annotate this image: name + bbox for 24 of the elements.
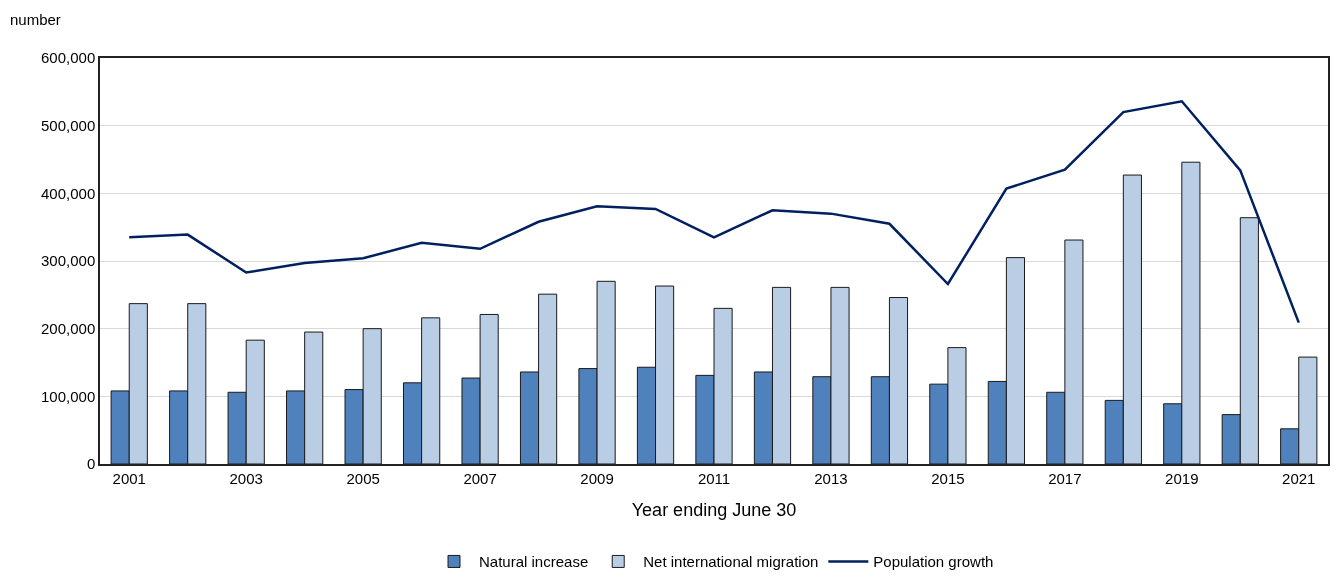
x-tick-label: 2019 [1165,469,1199,487]
y-tick-label: 600,000 [41,49,96,67]
legend-label: Net international migration [643,553,819,571]
y-tick-label: 500,000 [41,116,96,134]
x-tick-label: 2021 [1282,469,1316,487]
y-axis-title: number [10,11,61,28]
x-tick-label: 2013 [814,469,848,487]
x-tick-label: 2001 [112,469,146,487]
y-tick-label: 200,000 [41,319,96,337]
y-tick-label: 300,000 [41,252,96,270]
x-tick-label: 2017 [1048,469,1082,487]
x-tick-label: 2009 [580,469,614,487]
x-tick-label: 2011 [697,469,731,487]
y-tick-label: 0 [86,455,96,473]
line-series [127,100,1301,324]
x-tick-label: 2007 [463,469,497,487]
legend-label: Natural increase [479,553,589,571]
y-tick-label: 400,000 [41,184,96,202]
legend-label: Population growth [873,553,994,571]
x-tick-label: 2015 [931,469,965,487]
y-tick-label: 100,000 [41,387,96,405]
x-tick-label: 2005 [346,469,380,487]
x-tick-label: 2003 [229,469,263,487]
x-axis-title: Year ending June 30 [631,500,797,521]
